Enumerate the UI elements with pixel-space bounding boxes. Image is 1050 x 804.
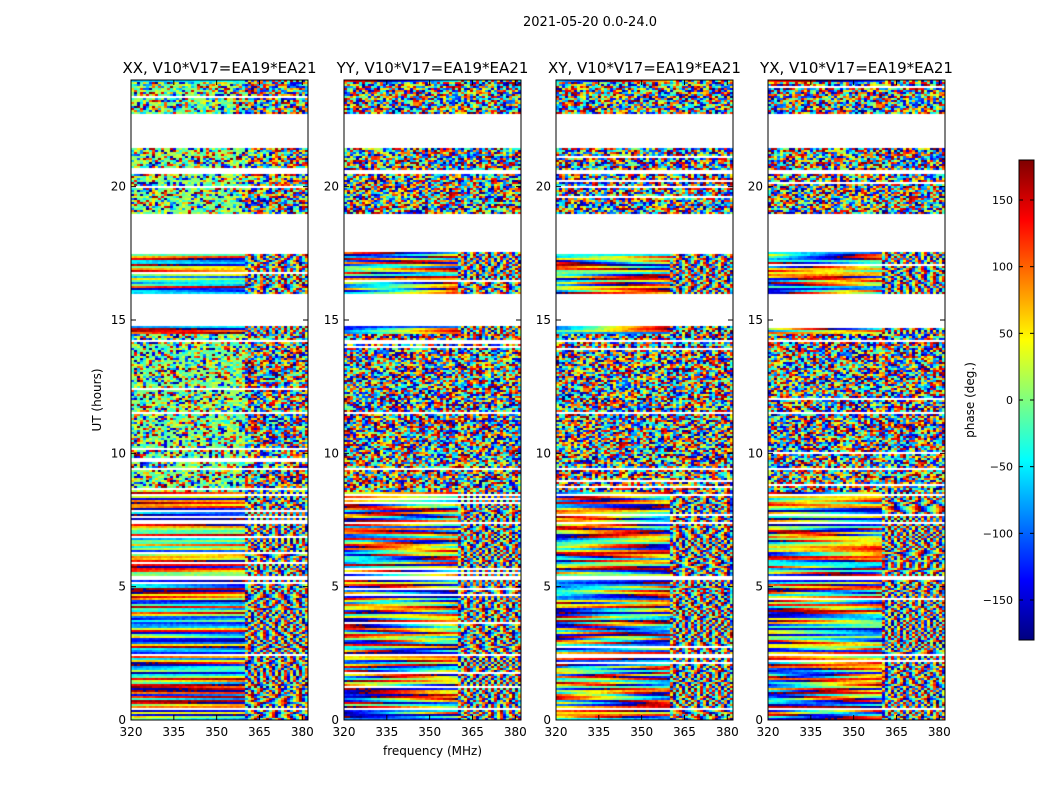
y-tick-label: 5 <box>331 580 339 594</box>
x-tick-label: 365 <box>461 725 484 739</box>
x-tick-label: 350 <box>842 725 865 739</box>
y-tick-label: 0 <box>331 713 339 727</box>
x-tick-label: 320 <box>333 725 356 739</box>
colorbar-tick-label: 50 <box>999 327 1013 340</box>
colorbar-tick-label: 100 <box>992 261 1013 274</box>
panel-title: YY, V10*V17=EA19*EA21 <box>336 59 529 77</box>
y-tick-label: 5 <box>543 580 551 594</box>
y-tick-label: 10 <box>536 446 551 460</box>
colorbar-tick-label: −100 <box>983 527 1013 540</box>
y-tick-label: 20 <box>536 180 551 194</box>
heatmap-image <box>131 80 308 720</box>
y-tick-label: 0 <box>755 713 763 727</box>
colorbar-label: phase (deg.) <box>963 362 977 438</box>
panel-2: XY, V10*V17=EA19*EA21 320 335 350 365 380 0 5 10… <box>536 59 741 739</box>
colorbar: −150 −100 −50 0 50 100 150 phase (deg.) <box>963 159 1035 641</box>
x-tick-label: 350 <box>418 725 441 739</box>
x-tick-label: 365 <box>885 725 908 739</box>
heatmap-image <box>768 80 945 720</box>
x-tick-label: 335 <box>162 725 185 739</box>
plot-frame <box>343 79 522 721</box>
y-tick-label: 20 <box>748 180 763 194</box>
y-tick-label: 0 <box>543 713 551 727</box>
panels: XX, V10*V17=EA19*EA21 320 335 350 365 380 0 5 10… <box>90 59 953 758</box>
colorbar-tick-label: −150 <box>983 594 1013 607</box>
y-axis-label: UT (hours) <box>90 368 104 431</box>
y-tick-label: 10 <box>748 446 763 460</box>
x-tick-label: 335 <box>587 725 610 739</box>
x-axis-label: frequency (MHz) <box>383 744 482 758</box>
y-tick-label: 15 <box>748 313 763 327</box>
plot-frame <box>767 79 946 721</box>
plot-frame <box>555 79 734 721</box>
x-tick-label: 365 <box>248 725 271 739</box>
panel-3: YX, V10*V17=EA19*EA21 320 335 350 365 380 0 5 10… <box>748 59 953 739</box>
plot-frame <box>130 79 309 721</box>
heatmap-image <box>556 80 733 720</box>
x-tick-label: 350 <box>205 725 228 739</box>
x-tick-label: 350 <box>630 725 653 739</box>
y-tick-label: 20 <box>111 180 126 194</box>
x-tick-label: 380 <box>291 725 314 739</box>
panel-title: YX, V10*V17=EA19*EA21 <box>759 59 953 77</box>
y-tick-label: 5 <box>118 580 126 594</box>
y-tick-label: 15 <box>536 313 551 327</box>
colorbar-tick-label: 0 <box>1006 394 1013 407</box>
panel-1: YY, V10*V17=EA19*EA21 320 335 350 365 380 0 5 10… <box>324 59 529 758</box>
y-tick-label: 0 <box>118 713 126 727</box>
panel-title: XX, V10*V17=EA19*EA21 <box>122 59 316 77</box>
y-tick-label: 15 <box>324 313 339 327</box>
colorbar-tick-label: −50 <box>990 461 1013 474</box>
heatmap-image <box>344 80 521 720</box>
x-tick-label: 335 <box>799 725 822 739</box>
x-tick-label: 320 <box>545 725 568 739</box>
y-tick-label: 10 <box>111 446 126 460</box>
panel-title: XY, V10*V17=EA19*EA21 <box>548 59 741 77</box>
x-tick-label: 335 <box>375 725 398 739</box>
x-tick-label: 380 <box>928 725 951 739</box>
x-tick-label: 320 <box>757 725 780 739</box>
y-tick-label: 15 <box>111 313 126 327</box>
y-tick-label: 5 <box>755 580 763 594</box>
x-tick-label: 380 <box>504 725 527 739</box>
y-tick-label: 20 <box>324 180 339 194</box>
figure-title: 2021-05-20 0.0-24.0 <box>523 15 657 30</box>
x-tick-label: 365 <box>673 725 696 739</box>
y-tick-label: 10 <box>324 446 339 460</box>
x-tick-label: 320 <box>120 725 143 739</box>
colorbar-tick-label: 150 <box>992 194 1013 207</box>
panel-0: XX, V10*V17=EA19*EA21 320 335 350 365 380 0 5 10… <box>90 59 317 739</box>
x-tick-label: 380 <box>716 725 739 739</box>
